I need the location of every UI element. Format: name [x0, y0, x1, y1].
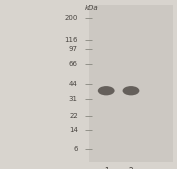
Bar	[88, 5, 173, 162]
Text: kDa: kDa	[85, 5, 99, 11]
Ellipse shape	[122, 86, 139, 95]
Text: 200: 200	[64, 15, 78, 21]
Text: 116: 116	[64, 37, 78, 43]
Text: 66: 66	[69, 61, 78, 67]
Text: 44: 44	[69, 81, 78, 87]
Text: 22: 22	[69, 113, 78, 119]
Text: 1: 1	[104, 167, 109, 169]
Text: 6: 6	[73, 146, 78, 152]
Ellipse shape	[98, 86, 115, 95]
Text: 97: 97	[69, 46, 78, 52]
Text: 31: 31	[69, 96, 78, 102]
Text: 14: 14	[69, 127, 78, 133]
Text: 2: 2	[129, 167, 133, 169]
